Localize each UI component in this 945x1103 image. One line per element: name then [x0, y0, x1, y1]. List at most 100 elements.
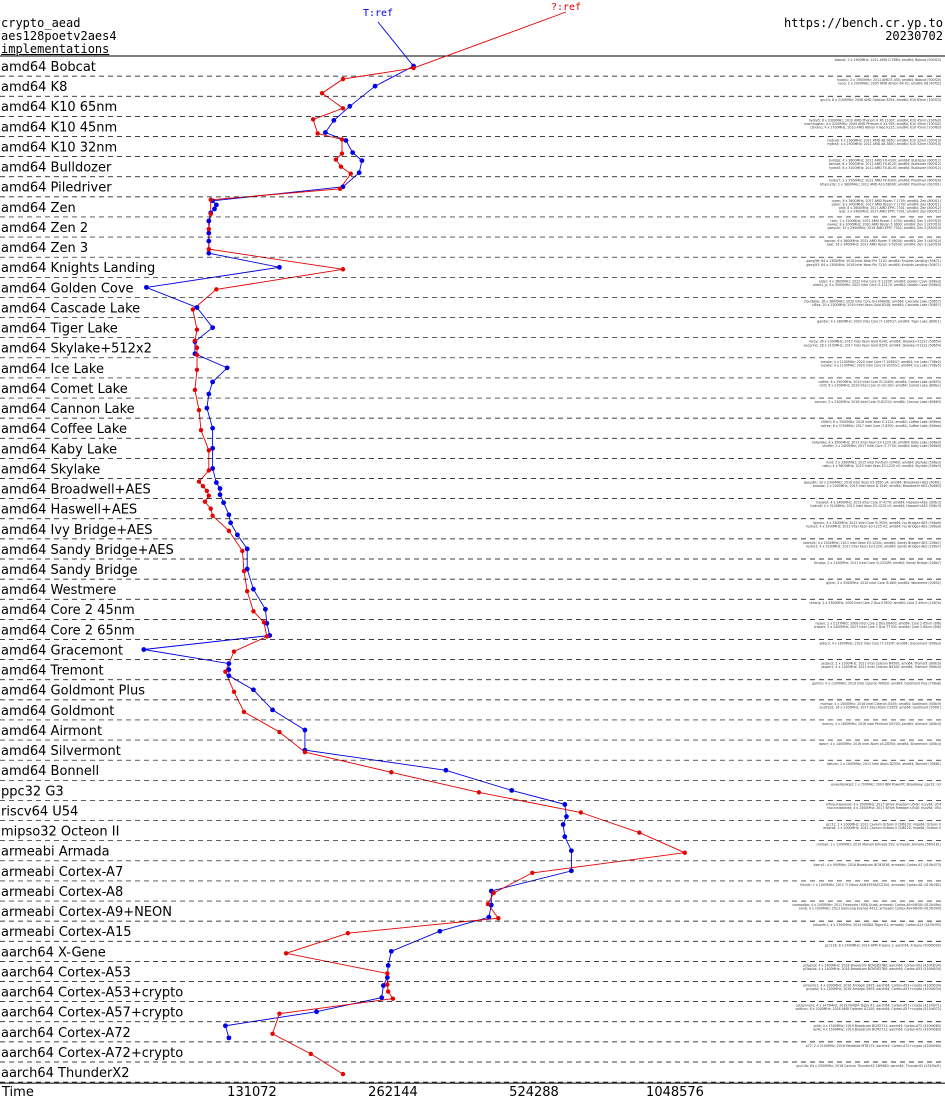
machine-label: aarch64 Cortex-A72 — [1, 1026, 131, 1041]
machine-note: scutt1bs; 16 x 2100MHz; 2017 Intel Atom … — [820, 705, 941, 709]
red-point — [270, 1031, 275, 1037]
red-point — [231, 689, 237, 694]
machine-note: bfsecurity; 2 x 3800MHz; 2012 AMD A10-58… — [820, 182, 941, 186]
red-point — [208, 211, 213, 217]
blue-point — [222, 1023, 228, 1029]
machine-label: aarch64 Cortex-A53 — [1, 965, 131, 980]
machine-note: ferey; 36 x 2300MHz; 2017 Intel Xeon Gol… — [809, 340, 941, 344]
machine-note: bjorkin; 4 x 3300MHz; 2012 Intel Core i5… — [813, 521, 941, 525]
red-point — [251, 609, 256, 614]
machine-label: amd64 K10 65nm — [1, 100, 117, 115]
machine-note: icelake; 4 x 1100MHz; 2020 Intel Core i7… — [821, 360, 941, 364]
machine-note: icelake; 4 x 1100MHz; 2020 Intel Core i3… — [821, 363, 941, 367]
machine-label: amd64 Skylake+512x2 — [1, 342, 152, 357]
blue-point — [388, 948, 394, 954]
machine-note: hydra7; 2 x 3500MHz; 2012 AMD FX-6300; a… — [829, 179, 941, 183]
machine-label: amd64 Silvermont — [1, 744, 121, 759]
red-reference-label: ?:ref — [551, 2, 581, 13]
machine-label: amd64 Gracemont — [1, 643, 123, 658]
machine-label: amd64 Goldmont — [1, 704, 114, 719]
machine-note: gcc14b; 64 x 2500MHz; 2018 Cavium Thunde… — [796, 1064, 941, 1068]
machine-label: armeabi Cortex-A9+NEON — [1, 905, 172, 920]
blue-point — [384, 975, 390, 980]
machine-label: amd64 Skylake — [1, 462, 100, 477]
machine-label: amd64 Sandy Bridge — [1, 563, 137, 578]
red-point — [223, 669, 228, 674]
machine-label: amd64 Comet Lake — [1, 382, 128, 397]
red-point — [204, 488, 210, 494]
x-tick-label: 1048576 — [646, 1085, 704, 1100]
machine-note: coffee; 6 x 2900MHz; 2019 Intel Core i5-… — [819, 380, 941, 384]
blue-point — [385, 963, 391, 968]
machine-label: amd64 Cascade Lake — [1, 301, 140, 316]
blue-point — [263, 606, 268, 612]
machine-label: amd64 Core 2 45nm — [1, 603, 135, 618]
blue-point — [331, 117, 337, 123]
red-point — [476, 790, 482, 795]
red-point — [530, 870, 535, 876]
blue-point — [347, 103, 353, 109]
red-point — [337, 186, 343, 191]
red-point — [196, 407, 202, 413]
x-tick-label: 131072 — [227, 1085, 277, 1100]
machine-label: amd64 Tremont — [1, 664, 104, 679]
machine-note: gaeyj81; 20 x 2300MHz; 2016 Intel Xeon E… — [804, 481, 941, 485]
machine-note: cl8xx; 20 x 2500MHz; 2019 Intel Xeon Gol… — [812, 303, 941, 307]
machine-note: cimbak; 1 x 1200MHz; 2010 Marvell Armada… — [816, 843, 941, 847]
machine-label: aarch64 ThunderX2 — [1, 1066, 129, 1081]
machine-note: gcc31; 2 x 1000MHz; 2011 Cavium Octeon I… — [826, 823, 941, 827]
blue-point — [302, 727, 308, 733]
machine-note: mcmsa; 4 x 1500MHz; 2016 Intel Celeron J… — [821, 702, 941, 706]
machine-note: jetsontx1; 4 x 1000MHz; 2016 Amlogic S90… — [802, 984, 941, 988]
machine-label: aarch64 Cortex-A57+crypto — [1, 1006, 183, 1021]
blue-point — [206, 230, 212, 236]
red-point — [264, 634, 270, 639]
machine-label: aarch64 X-Gene — [1, 945, 106, 960]
machine-label: mipso32 Octeon II — [1, 825, 119, 840]
blue-point — [144, 284, 149, 290]
machine-note: jasper2; 2 x 1100MHz; 2021 Intel Celeron… — [821, 662, 942, 666]
machine-note: cobra2k; 4 x 2400MHz; 2013 Intel Xeon E3… — [803, 541, 941, 545]
blue-point — [562, 834, 568, 840]
machine-label: amd64 Zen 3 — [1, 241, 88, 256]
red-point — [226, 528, 232, 534]
blue-point — [204, 405, 210, 411]
red-point — [231, 649, 237, 654]
machine-note: manus; 4 x 1600MHz; 2016 Intel Pentium N… — [822, 722, 941, 726]
machine-note: titusbp; 2 x 2100MHz; 2011 Intel Core i3… — [814, 561, 941, 565]
source-url-link[interactable]: https://bench.cr.yp.to — [784, 16, 943, 30]
red-point — [338, 164, 344, 169]
machine-note: gaeyj93; 64 x 1300MHz; 2016 Intel Xeon P… — [806, 263, 941, 267]
benchmark-date: 20230702 — [885, 29, 943, 43]
blue-point — [206, 238, 212, 244]
blue-point — [562, 802, 568, 807]
red-point — [206, 468, 212, 473]
blue-point — [437, 928, 443, 934]
red-point — [200, 484, 206, 489]
machine-note: hydra8; 4 x 3100MHz; 2013 Intel Xeon E3-… — [810, 504, 941, 508]
machine-note: alder2_p; 4 x 3500MHz; 2022 Intel Core i… — [813, 283, 941, 287]
blue-point — [314, 1009, 319, 1015]
red-point — [206, 226, 212, 232]
machine-note: diktum; 2 x 1000MHz; 2011 Intel Atom D25… — [827, 762, 941, 766]
red-point — [385, 971, 390, 976]
blue-point — [379, 995, 385, 1001]
red-point — [302, 749, 308, 755]
red-point — [192, 338, 198, 343]
implementations-link[interactable]: implementations — [1, 42, 110, 56]
machine-label: armeabi Cortex-A15 — [1, 925, 131, 940]
machine-label: riscv64 U54 — [1, 804, 78, 819]
machine-note: dworr; 4 x 1400MHz; 2016 Intel Atom x5-Z… — [819, 742, 941, 746]
machine-label: amd64 Cannon Lake — [1, 402, 135, 417]
machine-label: amd64 Ivy Bridge+AES — [1, 523, 153, 538]
machine-label: amd64 Tiger Lake — [1, 322, 118, 337]
machine-note: hydra5; 6 x 3300MHz; 2010 AMD Phenom II … — [809, 118, 941, 122]
machine-note: arvib; 4 x 1000MHz; 2013 Samsung Exynos … — [799, 907, 941, 911]
machine-note: powerbookg3; 1 x 720MHz; 2003 IBM PowerP… — [831, 782, 941, 786]
primitive-label: crypto_aead — [1, 16, 81, 30]
machine-note: pecorino; 28 x 3100MHz; 2017 Intel Xeon … — [804, 343, 941, 347]
blue-point — [564, 814, 569, 819]
red-point — [315, 131, 320, 136]
operation-label: aes128poetv2aes4 — [1, 29, 117, 43]
machine-note: bwrry1; 4 x 900MHz; 2016 Broadcom BCM283… — [814, 863, 941, 867]
